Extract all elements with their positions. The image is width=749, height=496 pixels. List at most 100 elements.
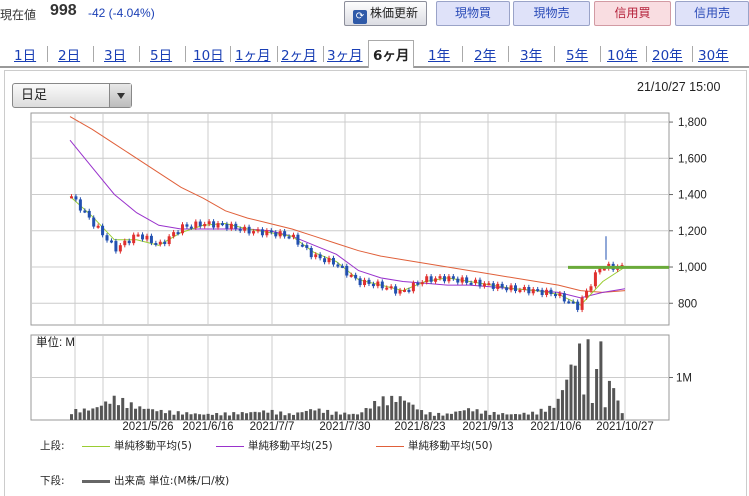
candle-body (256, 229, 260, 232)
candle-body (500, 283, 504, 288)
volume-bar (415, 409, 419, 420)
candle-body (189, 226, 193, 229)
period-type-value: 日足 (21, 88, 48, 103)
volume-bar (398, 396, 402, 420)
tab-1y[interactable]: 1年 (428, 48, 451, 64)
period-type-select[interactable]: 日足 (12, 83, 132, 108)
candle-body (198, 221, 202, 227)
volume-bar (104, 401, 108, 420)
tab-2d[interactable]: 2日 (58, 48, 81, 64)
volume-bar (210, 414, 214, 420)
tab-separator (692, 46, 693, 62)
volume-bar (168, 410, 172, 420)
candle-body (78, 199, 82, 211)
tab-1d[interactable]: 1日 (14, 48, 37, 64)
tab-20y[interactable]: 20年 (652, 48, 683, 64)
volume-bar (309, 409, 313, 420)
tab-1m[interactable]: 1ヶ月 (235, 48, 271, 64)
candle-body (252, 231, 256, 234)
volume-bar (151, 409, 155, 420)
candle-body (518, 289, 522, 292)
candle-body (172, 232, 176, 237)
candle-body (491, 283, 495, 289)
volume-bar (330, 414, 334, 420)
candle-body (416, 282, 420, 285)
volume-bar (535, 414, 539, 420)
current-price-value: 998 (50, 2, 77, 19)
volume-bar (548, 405, 552, 420)
volume-bar (462, 410, 466, 420)
candle-body (234, 223, 238, 229)
volume-bar (262, 410, 266, 420)
candle-body (385, 287, 389, 290)
volume-bar (360, 412, 364, 420)
candle-body (136, 234, 140, 237)
candle-body (371, 283, 375, 287)
tab-2m[interactable]: 2ヶ月 (281, 48, 317, 64)
candle-body (598, 268, 602, 273)
sell-credit-button[interactable]: 信用売 (675, 1, 749, 26)
volume-bar (484, 410, 488, 420)
tab-30y[interactable]: 30年 (698, 48, 729, 64)
y-tick-label: 1,800 (678, 117, 707, 129)
tab-10y[interactable]: 10年 (607, 48, 638, 64)
volume-bar (449, 413, 453, 420)
candle-body (411, 282, 415, 292)
tab-2y[interactable]: 2年 (474, 48, 497, 64)
candle-body (567, 301, 571, 304)
volume-bar (163, 413, 167, 420)
ma50-swatch-icon (376, 445, 404, 447)
candle-body (545, 289, 549, 296)
tab-3d[interactable]: 3日 (104, 48, 127, 64)
candle-body (309, 247, 313, 258)
legend-upper-label: 上段: (40, 440, 65, 452)
candle-body (265, 230, 269, 236)
volume-bar (607, 380, 611, 420)
x-tick-label: 2021/9/13 (462, 421, 513, 433)
sell-spot-button[interactable]: 現物売 (513, 1, 590, 26)
volume-bar (219, 415, 223, 420)
volume-bar (138, 406, 142, 420)
candle-body (327, 257, 331, 263)
candle-body (238, 228, 242, 231)
tab-separator (554, 46, 555, 62)
volume-bar (343, 412, 347, 420)
tab-3y[interactable]: 3年 (520, 48, 543, 64)
volume-bars (70, 339, 624, 420)
tab-6m[interactable]: 6ヶ月 (368, 40, 415, 68)
volume-bar (573, 365, 577, 420)
tab-separator (185, 46, 186, 62)
update-price-button[interactable]: ⟳ 株価更新 (344, 1, 427, 26)
volume-bar (283, 415, 287, 420)
candle-body (367, 279, 371, 284)
candle-body (292, 234, 295, 238)
volume-bar (565, 379, 569, 420)
candle-body (87, 210, 91, 218)
volume-bar (467, 408, 471, 420)
volume-bar (270, 409, 274, 420)
tab-3m[interactable]: 3ヶ月 (327, 48, 363, 64)
candle-body (323, 258, 327, 263)
tab-5d[interactable]: 5日 (150, 48, 173, 64)
volume-bar (125, 408, 129, 420)
candle-body (558, 293, 562, 297)
ma50-line (69, 116, 626, 293)
tab-5y[interactable]: 5年 (566, 48, 589, 64)
tab-separator (230, 46, 231, 62)
candle-body (260, 229, 264, 236)
volume-bar (488, 414, 492, 420)
buy-credit-button[interactable]: 信用買 (594, 1, 671, 26)
buy-spot-button[interactable]: 現物買 (436, 1, 510, 26)
candle-body (163, 241, 167, 245)
volume-bar (377, 406, 381, 420)
candle-body (207, 221, 211, 224)
volume-bar (215, 413, 219, 420)
candle-body (345, 265, 349, 276)
tab-10d[interactable]: 10日 (193, 48, 224, 64)
volume-bar (266, 412, 270, 420)
tab-separator (323, 46, 324, 62)
candle-body (83, 210, 87, 213)
volume-bar (364, 408, 368, 420)
candle-body (589, 286, 593, 291)
candle-body (553, 294, 557, 297)
